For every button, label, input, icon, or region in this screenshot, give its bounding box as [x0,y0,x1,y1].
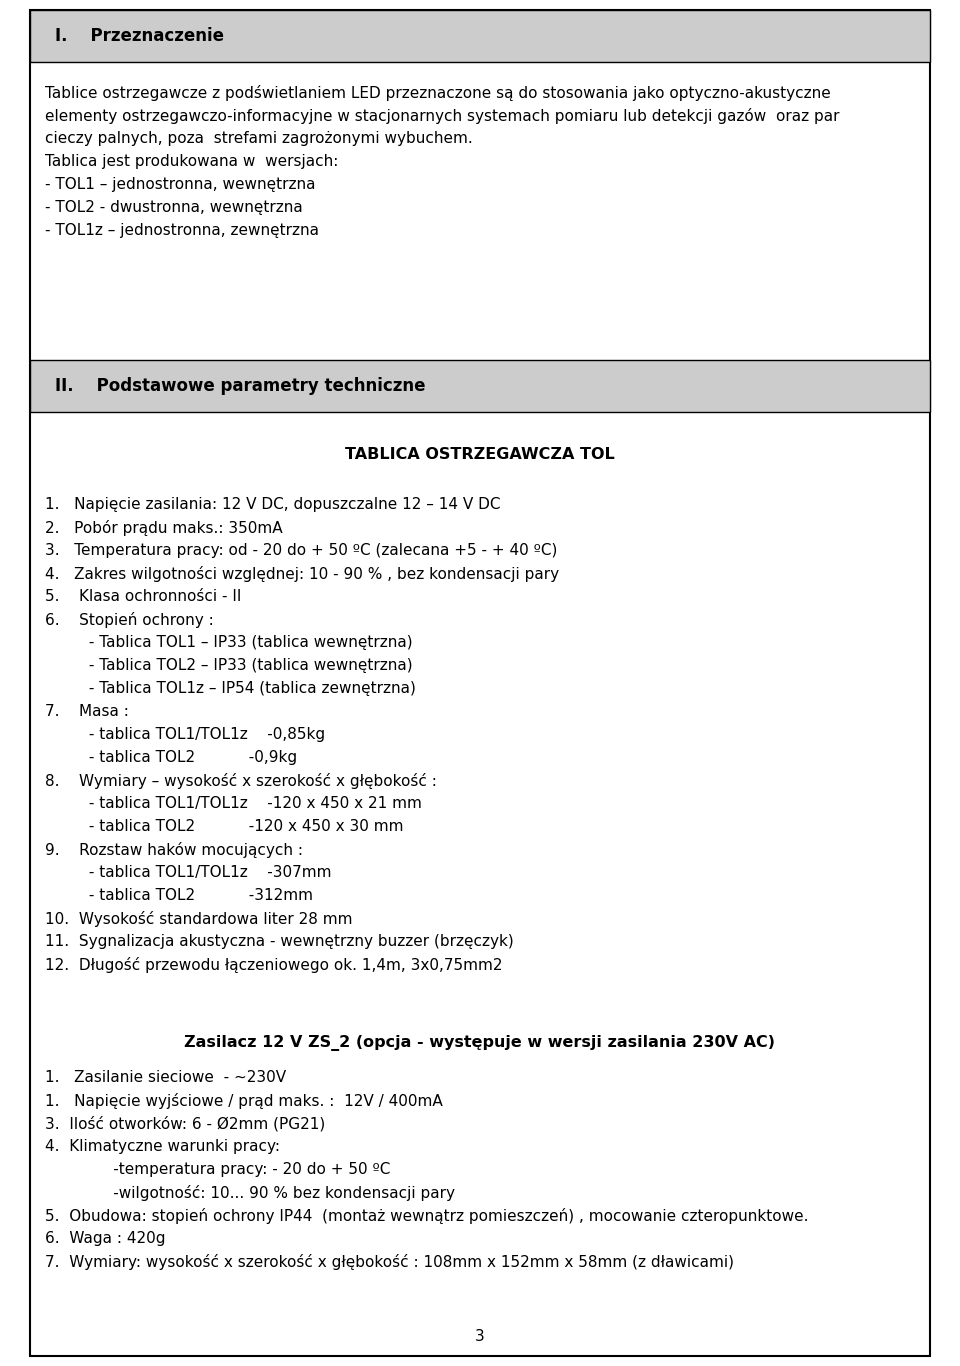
Text: 10.  Wysokość standardowa liter 28 mm: 10. Wysokość standardowa liter 28 mm [45,911,352,928]
Text: 2.   Pobór prądu maks.: 350mA: 2. Pobór prądu maks.: 350mA [45,520,282,535]
Text: - tablica TOL2           -0,9kg: - tablica TOL2 -0,9kg [45,750,298,765]
Text: 3: 3 [475,1329,485,1344]
Text: - Tablica TOL1z – IP54 (tablica zewnętrzna): - Tablica TOL1z – IP54 (tablica zewnętrz… [45,682,416,697]
Text: 12.  Długość przewodu łączeniowego ok. 1,4m, 3x0,75mm2: 12. Długość przewodu łączeniowego ok. 1,… [45,958,502,973]
Text: TABLICA OSTRZEGAWCZA TOL: TABLICA OSTRZEGAWCZA TOL [346,447,614,462]
Text: 7.  Wymiary: wysokość x szerokość x głębokość : 108mm x 152mm x 58mm (z dławicam: 7. Wymiary: wysokość x szerokość x głębo… [45,1254,734,1270]
Text: - Tablica TOL1 – IP33 (tablica wewnętrzna): - Tablica TOL1 – IP33 (tablica wewnętrzn… [45,635,413,650]
Bar [30,10,930,61]
Text: 7.    Masa :: 7. Masa : [45,703,129,719]
Text: Tablica jest produkowana w  wersjach:: Tablica jest produkowana w wersjach: [45,154,338,169]
Text: -wilgotność: 10... 90 % bez kondensacji pary: -wilgotność: 10... 90 % bez kondensacji … [45,1184,455,1201]
Text: 1.   Napięcie wyjściowe / prąd maks. :  12V / 400mA: 1. Napięcie wyjściowe / prąd maks. : 12V… [45,1093,443,1109]
Text: 3.  Ilość otworków: 6 - Ø2mm (PG21): 3. Ilość otworków: 6 - Ø2mm (PG21) [45,1116,325,1131]
Text: 11.  Sygnalizacja akustyczna - wewnętrzny buzzer (brzęczyk): 11. Sygnalizacja akustyczna - wewnętrzny… [45,934,514,949]
Text: 1.   Zasilanie sieciowe  - ~230V: 1. Zasilanie sieciowe - ~230V [45,1070,286,1085]
Text: 1.   Napięcie zasilania: 12 V DC, dopuszczalne 12 – 14 V DC: 1. Napięcie zasilania: 12 V DC, dopuszcz… [45,497,500,512]
Text: Tablice ostrzegawcze z podświetlaniem LED przeznaczone są do stosowania jako opt: Tablice ostrzegawcze z podświetlaniem LE… [45,85,830,101]
Text: 5.  Obudowa: stopień ochrony IP44  (montaż wewnątrz pomieszczeń) , mocowanie czt: 5. Obudowa: stopień ochrony IP44 (montaż… [45,1208,808,1224]
Text: 8.    Wymiary – wysokość x szerokość x głębokość :: 8. Wymiary – wysokość x szerokość x głęb… [45,773,437,790]
Text: - Tablica TOL2 – IP33 (tablica wewnętrzna): - Tablica TOL2 – IP33 (tablica wewnętrzn… [45,658,413,673]
Text: 4.   Zakres wilgotności względnej: 10 - 90 % , bez kondensacji pary: 4. Zakres wilgotności względnej: 10 - 90… [45,566,559,582]
Text: II.    Podstawowe parametry techniczne: II. Podstawowe parametry techniczne [55,377,425,395]
Text: 4.  Klimatyczne warunki pracy:: 4. Klimatyczne warunki pracy: [45,1139,280,1154]
Text: elementy ostrzegawczo-informacyjne w stacjonarnych systemach pomiaru lub detekcj: elementy ostrzegawczo-informacyjne w sta… [45,108,839,124]
Text: 6.    Stopień ochrony :: 6. Stopień ochrony : [45,612,214,628]
Text: - tablica TOL1/TOL1z    -0,85kg: - tablica TOL1/TOL1z -0,85kg [45,727,325,742]
Text: - TOL2 - dwustronna, wewnętrzna: - TOL2 - dwustronna, wewnętrzna [45,199,302,214]
Text: 3.   Temperatura pracy: od - 20 do + 50 ºC (zalecana +5 - + 40 ºC): 3. Temperatura pracy: od - 20 do + 50 ºC… [45,544,558,557]
Text: cieczy palnych, poza  strefami zagrożonymi wybuchem.: cieczy palnych, poza strefami zagrożonym… [45,131,472,146]
Text: - tablica TOL1/TOL1z    -120 x 450 x 21 mm: - tablica TOL1/TOL1z -120 x 450 x 21 mm [45,796,421,811]
Bar [30,361,930,413]
Text: -temperatura pracy: - 20 do + 50 ºC: -temperatura pracy: - 20 do + 50 ºC [45,1162,391,1177]
Text: Zasilacz 12 V ZS_2 (opcja - występuje w wersji zasilania 230V AC): Zasilacz 12 V ZS_2 (opcja - występuje w … [184,1035,776,1050]
Text: 5.    Klasa ochronności - II: 5. Klasa ochronności - II [45,589,241,604]
Text: - tablica TOL2           -312mm: - tablica TOL2 -312mm [45,888,313,903]
Text: 6.  Waga : 420g: 6. Waga : 420g [45,1231,165,1246]
Text: I.    Przeznaczenie: I. Przeznaczenie [55,27,224,45]
Text: - TOL1z – jednostronna, zewnętrzna: - TOL1z – jednostronna, zewnętrzna [45,223,319,238]
Text: - tablica TOL2           -120 x 450 x 30 mm: - tablica TOL2 -120 x 450 x 30 mm [45,820,403,835]
Text: - tablica TOL1/TOL1z    -307mm: - tablica TOL1/TOL1z -307mm [45,865,331,880]
Text: 9.    Rozstaw haków mocujących :: 9. Rozstaw haków mocujących : [45,841,303,858]
Text: - TOL1 – jednostronna, wewnętrzna: - TOL1 – jednostronna, wewnętrzna [45,178,316,193]
